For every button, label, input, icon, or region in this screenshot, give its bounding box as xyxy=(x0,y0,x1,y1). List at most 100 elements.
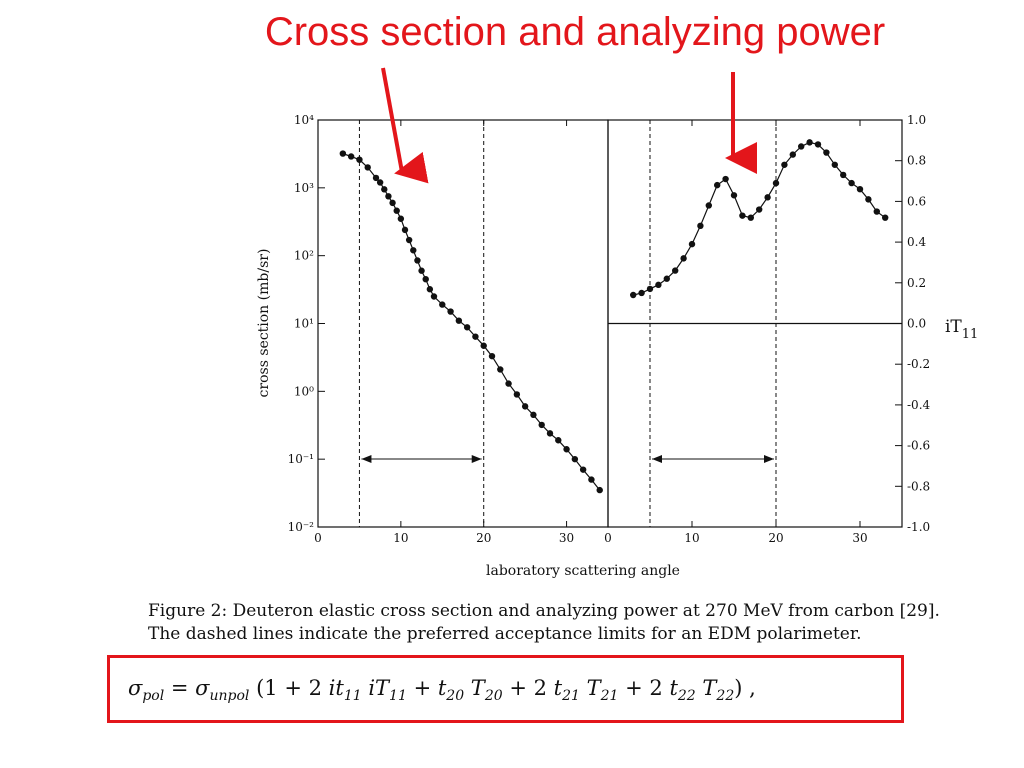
analyzing-power-panel: 0 10 20 30 1.0 0.8 0.6 0.4 0.2 0.0 -0.2 -0.4 -0.6 -0.… xyxy=(604,113,930,545)
ap-data-point xyxy=(730,192,738,199)
cs-y-tick-label: 10⁰ xyxy=(294,384,314,398)
x-axis-label: laboratory scattering angle xyxy=(486,563,680,579)
cs-data-point xyxy=(455,317,463,324)
ap-data-point xyxy=(873,208,880,215)
ap-arrowhead-left xyxy=(652,455,662,463)
cs-data-point xyxy=(426,286,434,293)
ap-data-point xyxy=(747,214,754,221)
cross-section-panel: 0 10 20 30 10⁻² 10⁻¹ 10⁰ 10¹ 10² 10³ 10⁴ xyxy=(288,113,609,545)
cs-data-point xyxy=(555,437,562,444)
ap-data-curve xyxy=(633,141,886,296)
ap-data-point xyxy=(840,171,847,179)
ap-data-point xyxy=(688,240,696,248)
ap-data-point xyxy=(823,149,830,156)
ap-data-point xyxy=(848,179,855,187)
cs-data-point xyxy=(430,293,438,300)
ap-data-point xyxy=(663,275,670,282)
cs-data-point xyxy=(463,324,471,331)
cs-data-point xyxy=(347,153,355,160)
cs-data-point xyxy=(422,275,429,283)
ap-x-tick-label: 10 xyxy=(684,531,699,545)
cs-data-point xyxy=(588,476,595,483)
ap-arrowhead-right xyxy=(764,455,774,463)
cs-data-point xyxy=(472,333,479,340)
ap-data-point xyxy=(865,196,872,203)
ap-y-tick-label: -0.2 xyxy=(907,357,930,371)
arrow-to-cross-section xyxy=(381,67,429,184)
ap-y-tick-label: 1.0 xyxy=(907,113,926,127)
ap-x-tick-label: 0 xyxy=(604,531,612,545)
ap-data-point xyxy=(764,194,771,201)
formula-box: σpol = σunpol (1 + 2 it11 iT11 + t20 T20… xyxy=(107,655,904,723)
cs-x-tick-label: 0 xyxy=(314,531,322,545)
cs-data-point xyxy=(356,156,363,163)
cs-x-tick-label: 20 xyxy=(476,531,491,545)
cs-data-point xyxy=(488,352,496,360)
cs-data-point xyxy=(497,366,504,373)
ap-data-point xyxy=(789,151,796,158)
cs-data-point xyxy=(401,226,409,234)
cs-arrowhead-left xyxy=(361,455,372,463)
cs-data-point xyxy=(339,150,347,157)
ap-data-point xyxy=(697,222,704,230)
ap-y-tick-label: 0.6 xyxy=(907,194,926,208)
ap-data-point xyxy=(655,281,662,289)
ap-data-point xyxy=(672,267,679,274)
cs-y-tick-label: 10⁴ xyxy=(294,113,314,127)
ap-data-point xyxy=(856,185,864,193)
cs-data-point xyxy=(389,199,396,207)
caption-line-1: Figure 2: Deuteron elastic cross section… xyxy=(148,601,940,621)
cs-data-point xyxy=(571,455,579,463)
cs-data-point xyxy=(414,257,421,264)
cs-data-point xyxy=(447,308,454,315)
ap-data-point xyxy=(756,206,763,213)
cs-arrowhead-right xyxy=(471,455,482,463)
ap-x-tick-label: 30 xyxy=(852,531,867,545)
cs-data-point xyxy=(397,215,405,222)
cs-data-point xyxy=(530,411,537,419)
cs-x-tick-label: 30 xyxy=(559,531,574,545)
cs-data-point xyxy=(385,193,392,200)
ap-data-point xyxy=(714,181,721,189)
ap-data-point xyxy=(722,175,729,183)
ap-y-axis-label: iT11 xyxy=(945,317,978,342)
polarization-formula: σpol = σunpol (1 + 2 it11 iT11 + t20 T20… xyxy=(128,676,756,705)
ap-x-tick-label: 20 xyxy=(768,531,783,545)
cs-data-point xyxy=(372,174,380,182)
ap-data-point xyxy=(705,202,712,209)
ap-data-point xyxy=(630,291,637,299)
ap-data-point xyxy=(772,179,780,187)
ap-data-point xyxy=(882,214,889,221)
ap-data-point xyxy=(814,141,822,148)
cs-y-tick-label: 10³ xyxy=(294,181,314,195)
cs-data-point xyxy=(596,486,603,494)
cs-data-point xyxy=(410,247,417,254)
ap-data-point xyxy=(739,212,746,219)
slide-title: Cross section and analyzing power xyxy=(264,10,886,54)
cs-data-point xyxy=(439,301,446,308)
ap-y-tick-label: -0.4 xyxy=(907,398,931,412)
ap-data-point xyxy=(798,143,805,150)
cs-data-point xyxy=(579,466,587,473)
cs-data-point xyxy=(480,342,487,349)
cs-y-tick-label: 10⁻² xyxy=(288,520,315,534)
ap-data-point xyxy=(680,255,687,262)
ap-y-tick-label: 0.0 xyxy=(907,317,926,331)
cs-data-point xyxy=(405,236,413,244)
cs-y-tick-label: 10⁻¹ xyxy=(288,452,314,466)
ap-data-point xyxy=(781,161,788,168)
cs-data-point xyxy=(376,179,384,186)
ap-data-point xyxy=(646,285,654,293)
cs-data-point xyxy=(546,430,554,437)
cs-data-point xyxy=(381,186,388,193)
cs-data-point xyxy=(521,403,529,410)
cs-data-point xyxy=(563,446,570,453)
ap-y-tick-label: 0.8 xyxy=(907,154,926,168)
figure-caption: Figure 2: Deuteron elastic cross section… xyxy=(148,600,1008,646)
ap-data-point xyxy=(831,161,838,168)
ap-data-point xyxy=(806,139,813,146)
caption-line-2: The dashed lines indicate the preferred … xyxy=(148,624,862,644)
ap-data-point xyxy=(638,289,645,297)
cs-data-point xyxy=(513,391,521,398)
ap-y-tick-label: -1.0 xyxy=(907,520,930,534)
